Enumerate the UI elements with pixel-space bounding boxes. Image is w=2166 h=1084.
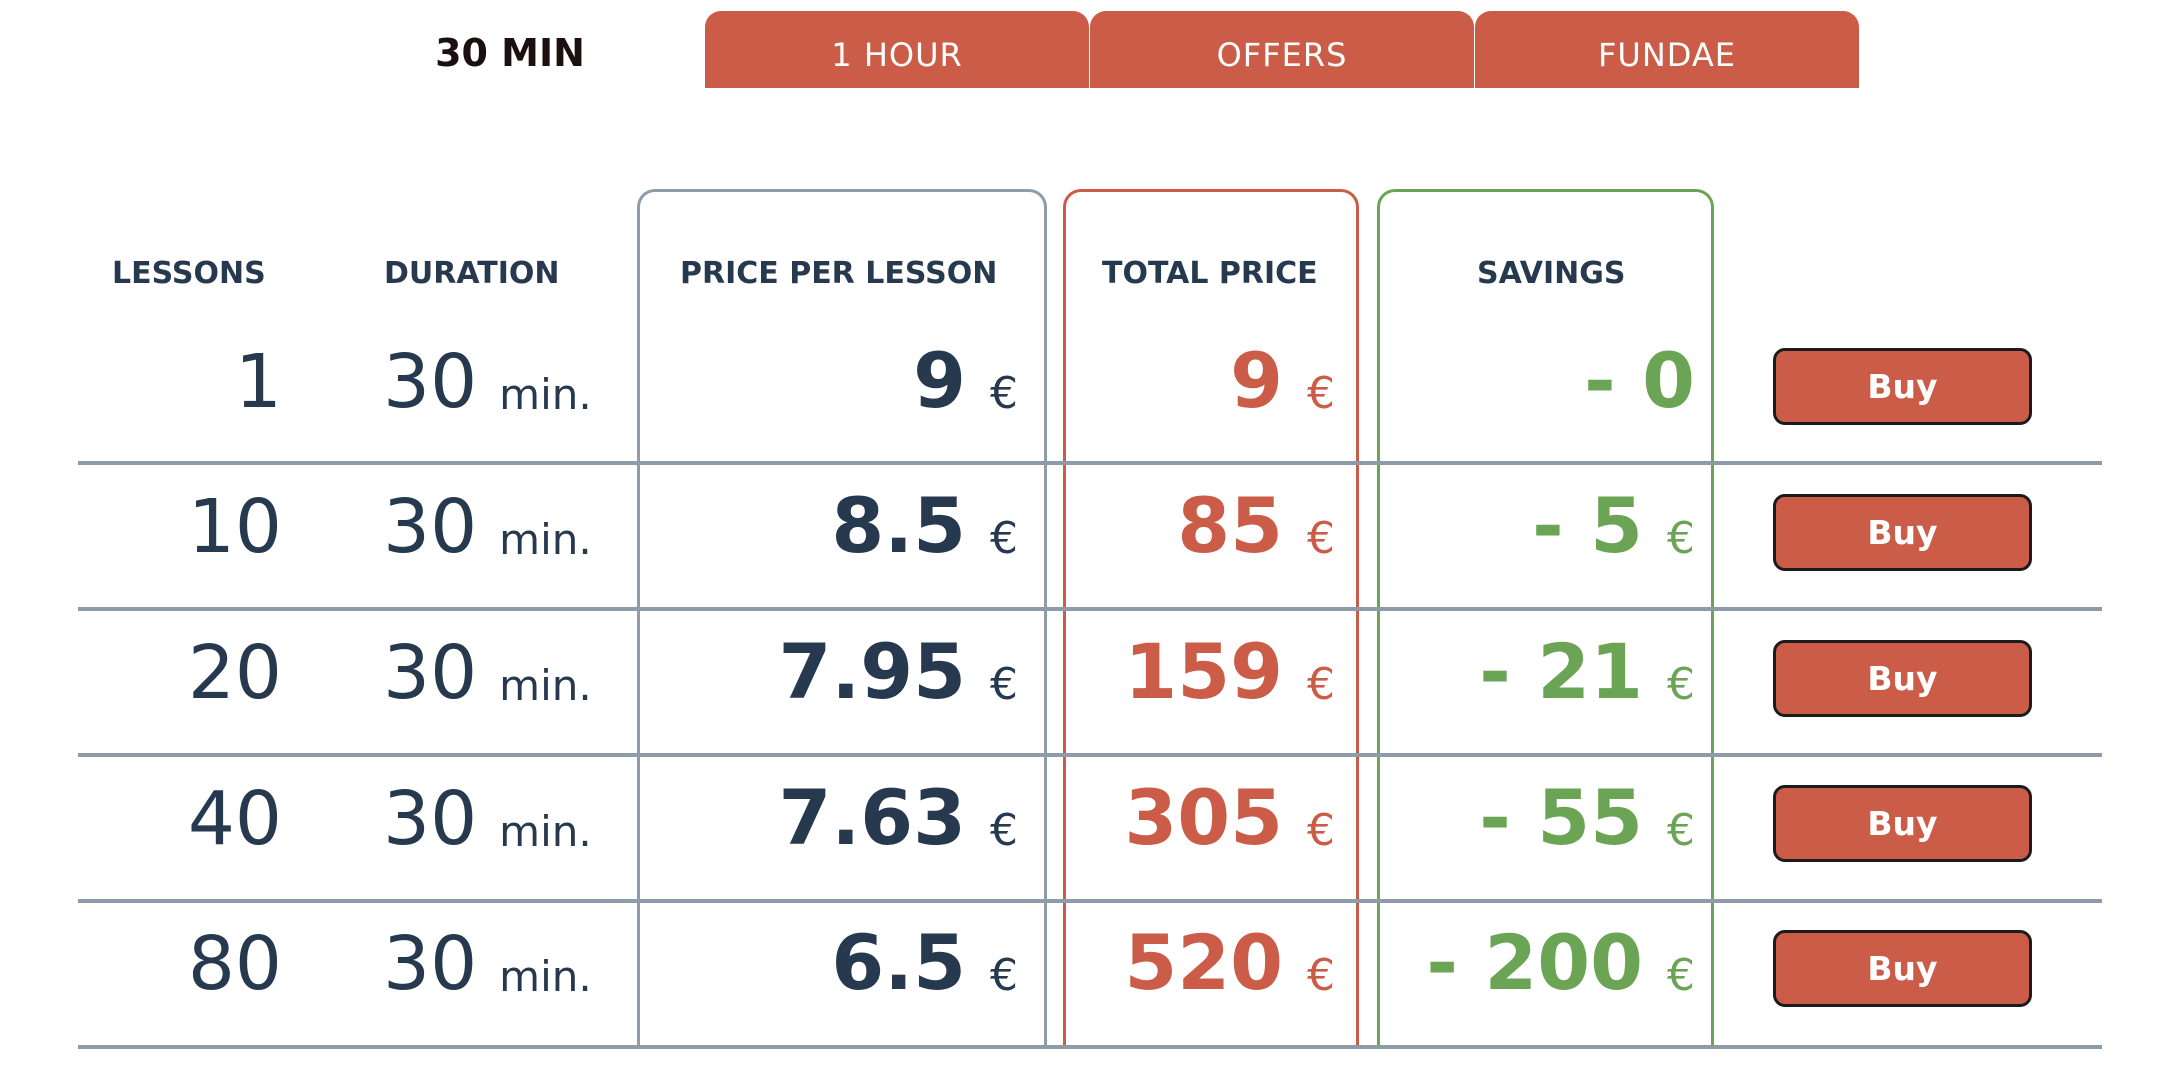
header-price-per-lesson: PRICE PER LESSON xyxy=(680,256,998,291)
buy-button[interactable]: Buy xyxy=(1773,930,2032,1007)
total-price-value: 305 xyxy=(1124,773,1283,862)
duration-unit: min. xyxy=(499,370,592,419)
total-column-frame xyxy=(1063,189,1359,1047)
duration-unit: min. xyxy=(499,661,592,710)
euro-symbol: € xyxy=(990,805,1018,856)
duration-unit: min. xyxy=(499,515,592,564)
price-per-lesson-cell: 7.95 € xyxy=(650,626,1018,716)
savings-cell: - 21 € xyxy=(1400,626,1695,716)
euro-symbol: € xyxy=(990,368,1018,419)
tab-offers[interactable]: OFFERS xyxy=(1090,11,1474,88)
duration-value: 30 xyxy=(383,484,478,570)
total-price-cell: 85 € xyxy=(1075,480,1335,570)
header-total-price: TOTAL PRICE xyxy=(1102,256,1318,291)
row-divider xyxy=(78,1045,2102,1049)
savings-value: - 5 xyxy=(1532,481,1643,570)
euro-symbol: € xyxy=(1667,513,1695,564)
euro-symbol: € xyxy=(990,950,1018,1001)
euro-symbol: € xyxy=(1307,950,1335,1001)
tab-30-min[interactable]: 30 MIN xyxy=(435,31,585,75)
euro-symbol: € xyxy=(1307,659,1335,710)
buy-button[interactable]: Buy xyxy=(1773,494,2032,571)
price-per-lesson-cell: 9 € xyxy=(650,335,1018,425)
price-per-lesson-value: 6.5 xyxy=(831,918,966,1007)
savings-value: - 21 xyxy=(1479,627,1643,716)
duration-cell: 30 min. xyxy=(383,626,623,716)
total-price-cell: 159 € xyxy=(1075,626,1335,716)
savings-value: - 55 xyxy=(1479,773,1643,862)
total-price-value: 520 xyxy=(1124,918,1283,1007)
lessons-count: 40 xyxy=(187,776,282,862)
total-price-cell: 9 € xyxy=(1075,335,1335,425)
price-per-lesson-value: 7.95 xyxy=(778,627,966,716)
row-divider xyxy=(78,899,2102,903)
savings-value: - 200 xyxy=(1426,918,1643,1007)
duration-value: 30 xyxy=(383,339,478,425)
duration-cell: 30 min. xyxy=(383,480,623,570)
tab-1-hour[interactable]: 1 HOUR xyxy=(705,11,1089,88)
lessons-count: 80 xyxy=(187,921,282,1007)
duration-unit: min. xyxy=(499,952,592,1001)
price-per-lesson-value: 9 xyxy=(913,336,966,425)
euro-symbol: € xyxy=(1667,950,1695,1001)
price-per-lesson-cell: 8.5 € xyxy=(650,480,1018,570)
total-price-value: 9 xyxy=(1230,336,1283,425)
total-price-value: 85 xyxy=(1177,481,1283,570)
price-per-lesson-cell: 6.5 € xyxy=(650,917,1018,1007)
header-savings: SAVINGS xyxy=(1477,256,1626,291)
duration-cell: 30 min. xyxy=(383,772,623,862)
euro-symbol: € xyxy=(990,659,1018,710)
price-column-frame xyxy=(637,189,1047,1047)
duration-value: 30 xyxy=(383,921,478,1007)
savings-cell: - 5 € xyxy=(1400,480,1695,570)
price-per-lesson-cell: 7.63 € xyxy=(650,772,1018,862)
row-divider xyxy=(78,753,2102,757)
tab-fundae[interactable]: FUNDAE xyxy=(1475,11,1859,88)
savings-cell: - 55 € xyxy=(1400,772,1695,862)
savings-cell: - 200 € xyxy=(1400,917,1695,1007)
duration-unit: min. xyxy=(499,807,592,856)
buy-button[interactable]: Buy xyxy=(1773,348,2032,425)
lessons-count: 10 xyxy=(187,484,282,570)
lessons-count: 1 xyxy=(234,339,282,425)
price-per-lesson-value: 8.5 xyxy=(831,481,966,570)
euro-symbol: € xyxy=(1307,368,1335,419)
price-per-lesson-value: 7.63 xyxy=(778,773,966,862)
euro-symbol: € xyxy=(1667,659,1695,710)
savings-column-frame xyxy=(1377,189,1714,1047)
savings-value: - 0 xyxy=(1584,336,1695,425)
savings-cell: - 0 xyxy=(1400,335,1695,425)
row-divider xyxy=(78,607,2102,611)
row-divider xyxy=(78,461,2102,465)
total-price-cell: 305 € xyxy=(1075,772,1335,862)
total-price-cell: 520 € xyxy=(1075,917,1335,1007)
duration-value: 30 xyxy=(383,776,478,862)
duration-cell: 30 min. xyxy=(383,917,623,1007)
total-price-value: 159 xyxy=(1124,627,1283,716)
euro-symbol: € xyxy=(1307,805,1335,856)
buy-button[interactable]: Buy xyxy=(1773,640,2032,717)
buy-button[interactable]: Buy xyxy=(1773,785,2032,862)
lessons-count: 20 xyxy=(187,630,282,716)
euro-symbol: € xyxy=(1307,513,1335,564)
duration-cell: 30 min. xyxy=(383,335,623,425)
euro-symbol: € xyxy=(1667,805,1695,856)
header-duration: DURATION xyxy=(384,256,560,291)
header-lessons: LESSONS xyxy=(112,256,266,291)
duration-value: 30 xyxy=(383,630,478,716)
euro-symbol: € xyxy=(990,513,1018,564)
